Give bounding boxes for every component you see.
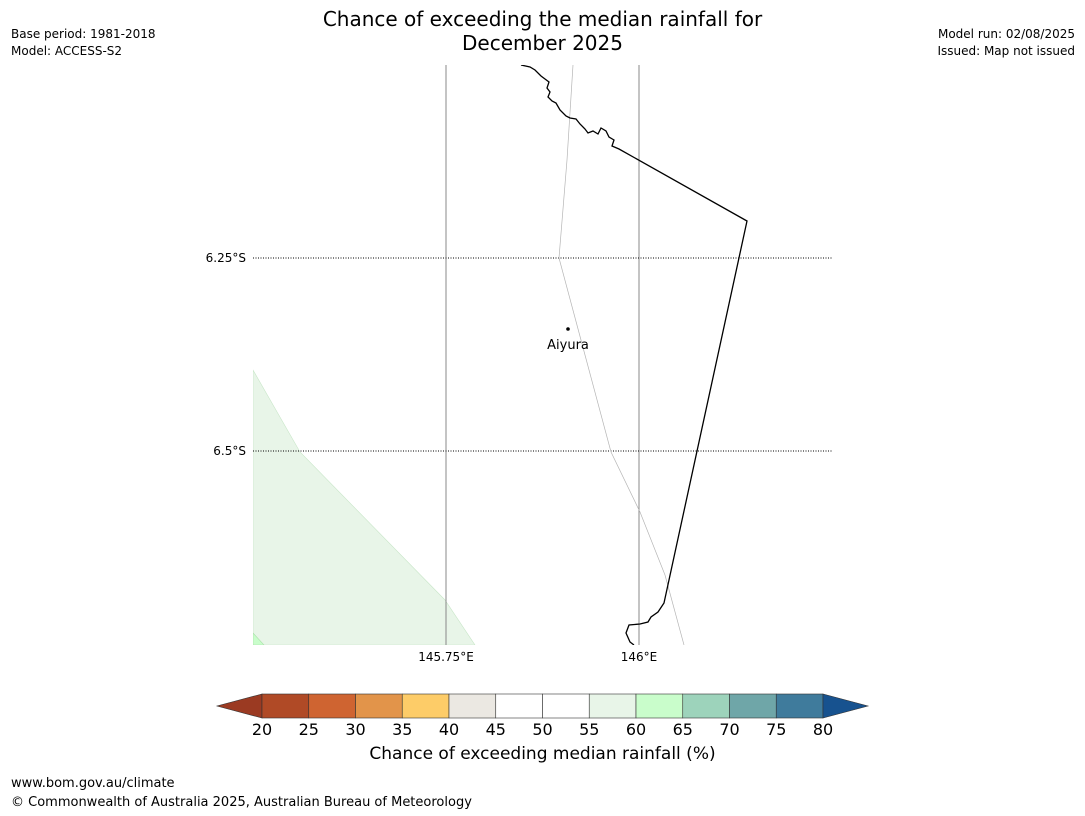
colorbar-segment-35-40	[401, 693, 450, 719]
model-label: Model: ACCESS-S2	[11, 44, 123, 58]
colorbar-segment-25-30	[308, 693, 356, 719]
colorbar-tick-25: 25	[299, 720, 319, 739]
colorbar-segment-20-25	[261, 693, 310, 719]
colorbar-segment-65-70	[682, 693, 730, 719]
map-title-line2: December 2025	[462, 31, 623, 55]
footer-copyright: © Commonwealth of Australia 2025, Austra…	[11, 795, 472, 810]
colorbar-segment-70-75	[729, 693, 777, 719]
colorbar-tick-60: 60	[626, 720, 646, 739]
colorbar-tick-50: 50	[532, 720, 552, 739]
colorbar-tick-65: 65	[673, 720, 693, 739]
probability-shading-55-60	[253, 369, 476, 645]
map-title-line1: Chance of exceeding the median rainfall …	[322, 7, 763, 31]
probability-shading-60-65	[253, 632, 265, 645]
colorbar-tick-35: 35	[392, 720, 412, 739]
aiyura-marker	[566, 327, 570, 331]
longitude-label-145-75: 145.75°E	[418, 650, 474, 664]
map-title: Chance of exceeding the median rainfall …	[0, 7, 1085, 55]
colorbar-segment-75-80	[775, 693, 824, 719]
colorbar-segment-50-55	[542, 693, 590, 719]
footer-url[interactable]: www.bom.gov.au/climate	[11, 776, 175, 791]
base-period-label: Base period: 1981-2018	[11, 27, 156, 41]
colorbar-tick-75: 75	[766, 720, 786, 739]
colorbar-tick-80: 80	[813, 720, 833, 739]
colorbar-tick-70: 70	[719, 720, 739, 739]
colorbar-under-triangle	[215, 693, 263, 719]
latitude-label-6-5: 6.5°S	[213, 444, 246, 458]
aiyura-label: Aiyura	[547, 338, 589, 353]
meta-left: Base period: 1981-2018 Model: ACCESS-S2	[11, 26, 156, 60]
colorbar-tick-45: 45	[486, 720, 506, 739]
colorbar-segment-60-65	[635, 693, 684, 719]
colorbar-tick-20: 20	[252, 720, 272, 739]
map-area	[253, 65, 832, 645]
colorbar-segment-45-50	[495, 693, 543, 719]
latitude-label-6-25: 6.25°S	[206, 251, 246, 265]
colorbar-segment-30-35	[355, 693, 403, 719]
province-boundary	[558, 65, 685, 645]
colorbar-ticks: 20 25 30 35 40 45 50 55 60 65 70 75 80	[252, 720, 833, 739]
longitude-label-146: 146°E	[621, 650, 658, 664]
coastline	[520, 65, 748, 645]
colorbar-segment-40-45	[448, 693, 497, 719]
colorbar: 20 25 30 35 40 45 50 55 60 65 70 75 80	[215, 693, 870, 739]
model-run-label: Model run: 02/08/2025	[937, 27, 1075, 41]
meta-right: Model run: 02/08/2025 Issued: Map not is…	[937, 26, 1075, 60]
colorbar-segment-55-60	[588, 693, 637, 719]
issued-label: Issued: Map not issued	[937, 44, 1075, 58]
colorbar-title: Chance of exceeding median rainfall (%)	[369, 744, 716, 764]
colorbar-over-triangle	[822, 693, 870, 719]
colorbar-segments	[261, 693, 824, 719]
colorbar-tick-30: 30	[345, 720, 365, 739]
colorbar-tick-40: 40	[439, 720, 459, 739]
colorbar-tick-55: 55	[579, 720, 599, 739]
